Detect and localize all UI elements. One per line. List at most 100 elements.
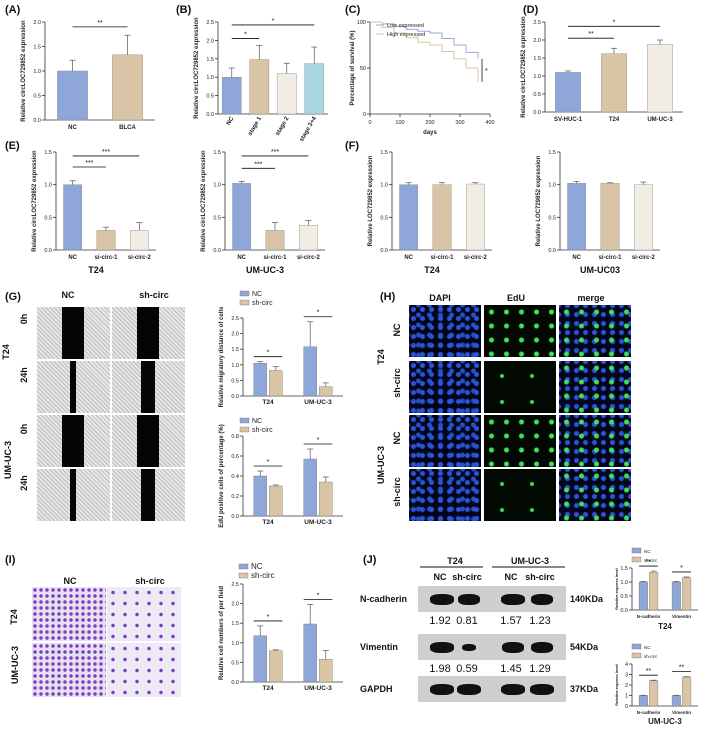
E2-ytick-label: 0.0 [213, 248, 221, 254]
c-series-line [370, 21, 479, 82]
G1-xtick-label: UM-UC-3 [304, 399, 332, 406]
blot-protein-label: N-cadherin [360, 594, 408, 604]
J2-legend-label: sh-circ [644, 654, 658, 659]
G1-sig-star: * [317, 310, 320, 317]
edu-image-edu [484, 469, 556, 521]
F1-ytick-label: 0.5 [380, 215, 388, 221]
c-series-line [370, 21, 479, 59]
blot-band [531, 593, 553, 605]
E2-ytick-label: 0.5 [213, 215, 221, 221]
G1-legend-swatch [239, 299, 250, 306]
blot-lane-label: NC [504, 572, 518, 582]
A-ytick-label: 0.0 [33, 118, 41, 124]
panel-label-e: (E) [5, 140, 20, 152]
wound-image [112, 469, 185, 521]
F2-xtick-label: si-circ-2 [632, 255, 656, 261]
j1-cell-label: T24 [658, 622, 672, 631]
G1-ytick-label: 1.0 [231, 363, 239, 369]
D-ytick-label: 1.0 [533, 74, 541, 80]
c-ytick-label: 100 [357, 20, 366, 26]
J1-ytick-label: 0.0 [620, 608, 628, 614]
J2-legend-swatch [631, 652, 642, 659]
F1-ytick-label: 0.0 [380, 248, 388, 254]
c-legend-label: Low expressed [387, 23, 424, 29]
c-ylabel: Percentage of survival (%) [350, 30, 356, 105]
A-bar [112, 54, 143, 121]
G2-xtick-label: UM-UC-3 [304, 519, 332, 526]
J1-legend-swatch [631, 547, 642, 554]
c-xtick-label: 200 [425, 120, 434, 126]
E1-xtick-label: NC [68, 255, 77, 261]
A-ytick-label: 2.0 [33, 20, 41, 26]
G1-ytick-label: 2.5 [231, 316, 239, 322]
E1-ytick-label: 1.0 [44, 183, 52, 189]
D-xtick-label: T24 [609, 117, 620, 123]
E1-ytick-label: 1.5 [44, 150, 52, 156]
I-ytick-label: 1.0 [231, 641, 239, 647]
J2-ytick-label: 1 [625, 694, 628, 700]
D-ytick-label: 0.0 [533, 110, 541, 116]
J2-ylabel: Relative express level [614, 664, 619, 706]
edu-image-edu [484, 415, 556, 467]
h-col-merge: merge [577, 293, 605, 303]
G1-legend-label: sh-circ [252, 300, 273, 307]
J1-ytick-label: 1.0 [620, 580, 628, 586]
panel-label-g: (G) [5, 291, 21, 303]
blot-band [462, 643, 476, 651]
J2-legend-label: NC [644, 645, 651, 650]
wound-image [37, 361, 110, 413]
blot-quant-value: 1.23 [529, 615, 551, 627]
G2-legend-swatch [239, 426, 250, 433]
J1-ytick-label: 0.5 [620, 594, 628, 600]
I-ytick-label: 1.5 [231, 621, 239, 627]
A-xtick-label: BLCA [119, 125, 136, 131]
D-xtick-label: UM-UC-3 [647, 117, 673, 123]
h-col-dapi: DAPI [429, 293, 451, 303]
G2-sig-star: * [317, 437, 320, 444]
G2-ytick-label: 0.8 [231, 434, 239, 440]
blot-quant-value: 1.57 [500, 615, 522, 627]
blot-band [501, 593, 525, 605]
G1-ytick-label: 0.0 [231, 394, 239, 400]
blot-band [531, 641, 553, 653]
E1-sig-star: *** [85, 160, 93, 167]
A-sig-star: ** [97, 20, 103, 27]
G2-sig-star: * [267, 459, 270, 466]
blot-lane-label: NC [433, 572, 447, 582]
G1-xtick-label: T24 [262, 399, 274, 406]
I-sig-star: * [267, 614, 270, 621]
wound-image [37, 415, 110, 467]
D-sig-star: ** [588, 31, 594, 38]
I-ylabel: Relative cell numbers of per field [219, 586, 225, 680]
E2-ytick-label: 1.0 [213, 183, 221, 189]
E2-ylabel: Relative circLOC729852 expression [201, 150, 207, 252]
transwell-uc-sh [107, 643, 181, 697]
wound-gap [137, 415, 159, 467]
E2-sig-star: *** [271, 149, 279, 156]
I-ytick-label: 2.5 [231, 582, 239, 588]
wound-image [37, 469, 110, 521]
F1-xtick-label: si-circ-2 [464, 255, 488, 261]
f2-cell-label: UM-UC03 [579, 265, 620, 275]
c-xtick-label: 300 [455, 120, 464, 126]
F2-ytick-label: 1.0 [548, 183, 556, 189]
E2-xtick-label: si-circ-1 [263, 255, 287, 261]
G1-legend-swatch [239, 290, 250, 297]
blot-band [457, 683, 481, 695]
wound-image [112, 415, 185, 467]
blot-band [501, 683, 525, 695]
I-xtick-label: UM-UC-3 [304, 685, 332, 692]
blot-band [530, 683, 554, 695]
G2-ylabel: EdU positive cells of percentage (%) [219, 424, 225, 527]
wound-image [112, 361, 185, 413]
E2-ytick-label: 1.5 [213, 150, 221, 156]
g-col-nc: NC [61, 290, 75, 300]
F2-ytick-label: 1.5 [548, 150, 556, 156]
blot-band [430, 593, 454, 605]
D-bar [647, 44, 673, 113]
blot-quant-value: 0.81 [456, 615, 478, 627]
I-ytick-label: 2.0 [231, 602, 239, 608]
c-xlabel: days [423, 130, 437, 136]
